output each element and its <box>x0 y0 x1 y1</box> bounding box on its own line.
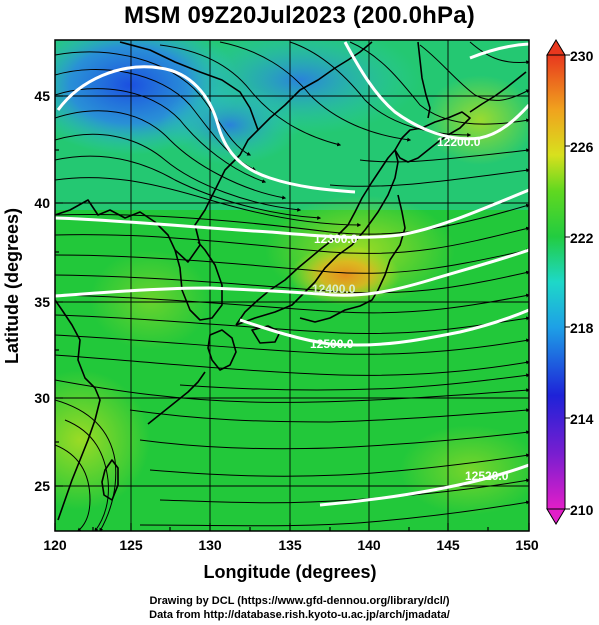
x-tick-130: 130 <box>198 537 222 553</box>
x-axis-label: Longitude (degrees) <box>203 562 376 582</box>
x-tick-150: 150 <box>515 537 539 553</box>
colorbar-ticks <box>565 54 570 510</box>
x-tick-labels: 120 125 130 135 140 145 150 <box>43 537 539 553</box>
x-tick-145: 145 <box>436 537 460 553</box>
y-tick-35: 35 <box>34 294 50 310</box>
y-tick-40: 40 <box>34 195 50 211</box>
colorbar-tick-214: 214 <box>570 411 594 427</box>
colorbar-tick-226: 226 <box>570 139 594 155</box>
coast-shikoku <box>251 325 281 344</box>
x-tick-140: 140 <box>357 537 381 553</box>
x-tick-120: 120 <box>43 537 67 553</box>
x-tick-marks <box>54 523 530 531</box>
contour-12500 <box>239 308 529 347</box>
streamlines-jet <box>55 203 529 376</box>
credit-data-source: Data from http://database.rish.kyoto-u.a… <box>149 609 450 621</box>
y-tick-45: 45 <box>34 88 50 104</box>
x-tick-125: 125 <box>119 537 143 553</box>
coast-kyushu <box>207 329 237 371</box>
colorbar-min-arrow <box>546 508 566 525</box>
plot-frame <box>54 39 530 532</box>
coastlines <box>55 41 527 521</box>
colorbar: 230 226 222 218 214 210 <box>546 39 594 525</box>
coast-honshu-south <box>299 194 406 323</box>
contour-label-12500: 12500.0 <box>310 337 354 351</box>
contour-label-12520: 12520.0 <box>465 469 509 483</box>
height-contours <box>55 41 529 507</box>
coast-asia-mainland <box>55 41 373 263</box>
contour-12300 <box>55 188 529 239</box>
coast-taiwan <box>101 459 119 501</box>
coast-china-east <box>55 299 101 521</box>
contour-labels: 12200.0 12300.0 12400.0 12500.0 12520.0 <box>310 135 509 483</box>
coast-ryukyu <box>147 371 206 425</box>
credit-drawing: Drawing by DCL (https://www.gfd-dennou.o… <box>149 595 450 607</box>
contour-12200 <box>56 65 356 194</box>
y-tick-30: 30 <box>34 390 50 406</box>
temperature-field <box>55 40 529 531</box>
lat-lon-grid <box>55 40 529 531</box>
streamlines-south <box>55 373 529 531</box>
colorbar-gradient <box>546 54 566 510</box>
contour-12200-ne <box>469 42 529 60</box>
coast-hokkaido <box>394 111 471 163</box>
coast-korea <box>174 241 223 321</box>
colorbar-max-arrow <box>546 39 566 56</box>
coast-honshu <box>235 149 399 326</box>
coast-kurils <box>469 71 527 113</box>
y-tick-labels: 45 40 35 30 25 <box>34 88 50 494</box>
contour-12520 <box>319 463 529 507</box>
contour-12400 <box>55 248 529 298</box>
contour-label-12200: 12200.0 <box>437 135 481 149</box>
colorbar-tick-labels: 230 226 222 218 214 210 <box>570 48 594 518</box>
coast-russia-far-east <box>119 41 259 131</box>
contour-label-12300: 12300.0 <box>314 232 358 246</box>
x-tick-135: 135 <box>278 537 302 553</box>
y-axis-label: Latitude (degrees) <box>2 208 22 364</box>
coast-sakhalin <box>417 41 431 119</box>
colorbar-tick-222: 222 <box>570 230 594 246</box>
colorbar-tick-230: 230 <box>570 48 594 64</box>
colorbar-tick-210: 210 <box>570 502 594 518</box>
contour-label-12400: 12400.0 <box>312 282 356 296</box>
contour-12200-east <box>343 41 529 141</box>
y-tick-marks <box>55 95 63 487</box>
map-title: MSM 09Z20Jul2023 (200.0hPa) <box>124 2 475 29</box>
y-tick-25: 25 <box>34 478 50 494</box>
colorbar-tick-218: 218 <box>570 320 594 336</box>
